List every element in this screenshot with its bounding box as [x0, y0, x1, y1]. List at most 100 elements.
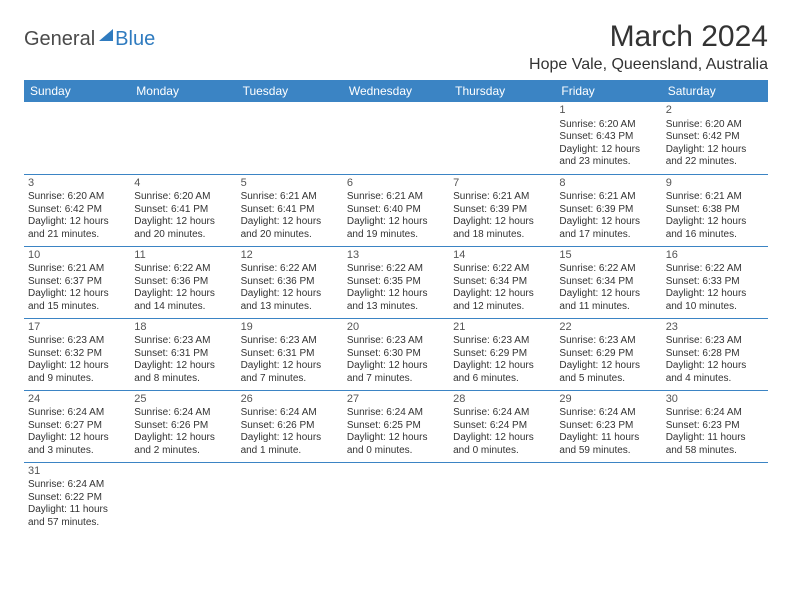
sunset-text: Sunset: 6:25 PM [347, 420, 445, 433]
sunrise-text: Sunrise: 6:24 AM [241, 407, 339, 420]
weekday-header: Saturday [662, 80, 768, 102]
sunrise-text: Sunrise: 6:22 AM [134, 263, 232, 276]
day-number: 25 [134, 393, 232, 407]
calendar-empty-cell [449, 102, 555, 174]
calendar-day-cell: 4Sunrise: 6:20 AMSunset: 6:41 PMDaylight… [130, 174, 236, 246]
calendar-week-row: 24Sunrise: 6:24 AMSunset: 6:27 PMDayligh… [24, 390, 768, 462]
sunset-text: Sunset: 6:43 PM [559, 131, 657, 144]
logo-sail-icon [99, 29, 113, 41]
calendar-day-cell: 29Sunrise: 6:24 AMSunset: 6:23 PMDayligh… [555, 390, 661, 462]
calendar-empty-cell [343, 462, 449, 534]
title-block: March 2024 Hope Vale, Queensland, Austra… [529, 20, 768, 74]
sunrise-text: Sunrise: 6:21 AM [559, 191, 657, 204]
day-number: 20 [347, 321, 445, 335]
calendar-week-row: 31Sunrise: 6:24 AMSunset: 6:22 PMDayligh… [24, 462, 768, 534]
sunset-text: Sunset: 6:23 PM [559, 420, 657, 433]
daylight-text: and 0 minutes. [453, 445, 551, 458]
daylight-text: Daylight: 12 hours [28, 432, 126, 445]
sunset-text: Sunset: 6:26 PM [241, 420, 339, 433]
calendar-day-cell: 23Sunrise: 6:23 AMSunset: 6:28 PMDayligh… [662, 318, 768, 390]
sunset-text: Sunset: 6:38 PM [666, 204, 764, 217]
daylight-text: and 58 minutes. [666, 445, 764, 458]
calendar-day-cell: 24Sunrise: 6:24 AMSunset: 6:27 PMDayligh… [24, 390, 130, 462]
sunset-text: Sunset: 6:41 PM [134, 204, 232, 217]
daylight-text: and 21 minutes. [28, 229, 126, 242]
daylight-text: Daylight: 12 hours [666, 360, 764, 373]
weekday-header: Thursday [449, 80, 555, 102]
daylight-text: Daylight: 12 hours [134, 216, 232, 229]
daylight-text: Daylight: 12 hours [453, 432, 551, 445]
sunrise-text: Sunrise: 6:22 AM [559, 263, 657, 276]
sunset-text: Sunset: 6:26 PM [134, 420, 232, 433]
day-number: 14 [453, 249, 551, 263]
sunrise-text: Sunrise: 6:24 AM [347, 407, 445, 420]
daylight-text: and 7 minutes. [347, 373, 445, 386]
calendar-day-cell: 26Sunrise: 6:24 AMSunset: 6:26 PMDayligh… [237, 390, 343, 462]
daylight-text: and 7 minutes. [241, 373, 339, 386]
calendar-day-cell: 19Sunrise: 6:23 AMSunset: 6:31 PMDayligh… [237, 318, 343, 390]
daylight-text: Daylight: 12 hours [28, 288, 126, 301]
sunset-text: Sunset: 6:34 PM [453, 276, 551, 289]
daylight-text: Daylight: 11 hours [28, 504, 126, 517]
calendar-empty-cell [24, 102, 130, 174]
daylight-text: and 18 minutes. [453, 229, 551, 242]
daylight-text: Daylight: 12 hours [241, 360, 339, 373]
weekday-header: Friday [555, 80, 661, 102]
day-number: 6 [347, 177, 445, 191]
day-number: 1 [559, 104, 657, 118]
calendar-day-cell: 28Sunrise: 6:24 AMSunset: 6:24 PMDayligh… [449, 390, 555, 462]
sunset-text: Sunset: 6:41 PM [241, 204, 339, 217]
header: General Blue March 2024 Hope Vale, Queen… [24, 20, 768, 74]
calendar-empty-cell [130, 462, 236, 534]
sunset-text: Sunset: 6:31 PM [241, 348, 339, 361]
sunrise-text: Sunrise: 6:21 AM [28, 263, 126, 276]
sunrise-text: Sunrise: 6:22 AM [241, 263, 339, 276]
daylight-text: and 14 minutes. [134, 301, 232, 314]
sunrise-text: Sunrise: 6:20 AM [134, 191, 232, 204]
calendar-day-cell: 12Sunrise: 6:22 AMSunset: 6:36 PMDayligh… [237, 246, 343, 318]
calendar-week-row: 10Sunrise: 6:21 AMSunset: 6:37 PMDayligh… [24, 246, 768, 318]
daylight-text: Daylight: 12 hours [241, 288, 339, 301]
sunset-text: Sunset: 6:29 PM [453, 348, 551, 361]
daylight-text: and 22 minutes. [666, 156, 764, 169]
calendar-day-cell: 21Sunrise: 6:23 AMSunset: 6:29 PMDayligh… [449, 318, 555, 390]
sunset-text: Sunset: 6:37 PM [28, 276, 126, 289]
daylight-text: Daylight: 12 hours [347, 216, 445, 229]
day-number: 4 [134, 177, 232, 191]
daylight-text: Daylight: 12 hours [666, 216, 764, 229]
weekday-header: Tuesday [237, 80, 343, 102]
daylight-text: Daylight: 11 hours [666, 432, 764, 445]
weekday-header: Wednesday [343, 80, 449, 102]
sunset-text: Sunset: 6:36 PM [241, 276, 339, 289]
daylight-text: and 16 minutes. [666, 229, 764, 242]
daylight-text: Daylight: 12 hours [347, 288, 445, 301]
logo-text-blue: Blue [115, 28, 155, 51]
calendar-day-cell: 6Sunrise: 6:21 AMSunset: 6:40 PMDaylight… [343, 174, 449, 246]
month-title: March 2024 [529, 20, 768, 54]
calendar-day-cell: 3Sunrise: 6:20 AMSunset: 6:42 PMDaylight… [24, 174, 130, 246]
day-number: 30 [666, 393, 764, 407]
calendar-day-cell: 14Sunrise: 6:22 AMSunset: 6:34 PMDayligh… [449, 246, 555, 318]
daylight-text: Daylight: 12 hours [241, 432, 339, 445]
day-number: 18 [134, 321, 232, 335]
day-number: 8 [559, 177, 657, 191]
sunrise-text: Sunrise: 6:20 AM [28, 191, 126, 204]
day-number: 11 [134, 249, 232, 263]
sunset-text: Sunset: 6:24 PM [453, 420, 551, 433]
calendar-empty-cell [662, 462, 768, 534]
day-number: 7 [453, 177, 551, 191]
day-number: 24 [28, 393, 126, 407]
day-number: 22 [559, 321, 657, 335]
daylight-text: and 12 minutes. [453, 301, 551, 314]
sunrise-text: Sunrise: 6:24 AM [134, 407, 232, 420]
sunrise-text: Sunrise: 6:24 AM [28, 479, 126, 492]
daylight-text: and 4 minutes. [666, 373, 764, 386]
daylight-text: and 1 minute. [241, 445, 339, 458]
day-number: 5 [241, 177, 339, 191]
sunset-text: Sunset: 6:27 PM [28, 420, 126, 433]
sunrise-text: Sunrise: 6:21 AM [453, 191, 551, 204]
daylight-text: Daylight: 12 hours [559, 288, 657, 301]
day-number: 28 [453, 393, 551, 407]
daylight-text: Daylight: 12 hours [347, 432, 445, 445]
calendar-day-cell: 8Sunrise: 6:21 AMSunset: 6:39 PMDaylight… [555, 174, 661, 246]
